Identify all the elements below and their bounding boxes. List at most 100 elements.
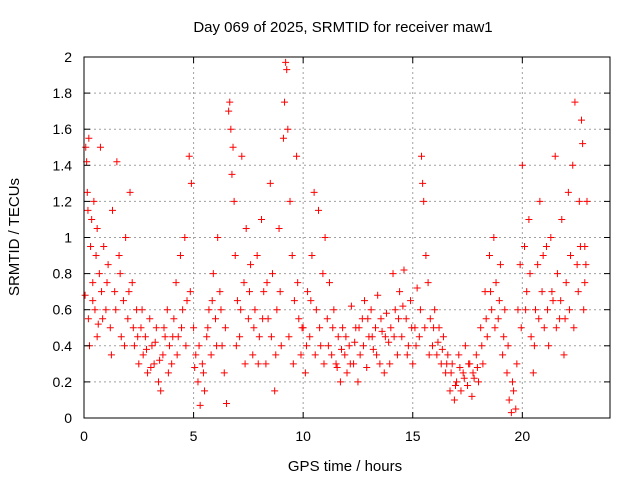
data-point: [373, 351, 381, 359]
data-points: [81, 58, 591, 417]
data-point: [544, 306, 552, 314]
data-point: [369, 345, 377, 353]
data-point: [426, 315, 434, 323]
data-point: [505, 396, 513, 404]
data-point: [325, 279, 333, 287]
data-point: [284, 125, 292, 133]
data-point: [385, 338, 393, 346]
data-point: [192, 351, 200, 359]
data-point: [267, 333, 275, 341]
data-point: [567, 252, 575, 260]
data-point: [547, 234, 555, 241]
data-point: [339, 324, 347, 332]
data-point: [531, 306, 539, 314]
data-point: [170, 315, 178, 323]
data-point: [500, 333, 508, 341]
data-point: [186, 288, 194, 296]
data-point: [92, 252, 100, 260]
data-point: [561, 315, 569, 323]
data-point: [573, 261, 581, 269]
data-point: [483, 333, 491, 341]
data-point: [221, 324, 229, 332]
data-point: [251, 306, 259, 314]
data-point: [130, 342, 138, 350]
y-axis-label: SRMTID / TECUs: [6, 178, 23, 296]
data-point: [164, 369, 172, 377]
data-point: [514, 306, 522, 314]
data-point: [181, 234, 189, 241]
data-point: [465, 360, 473, 368]
data-point: [542, 243, 550, 251]
data-point: [183, 297, 191, 305]
data-point: [457, 387, 465, 395]
y-tick-label: 1: [64, 230, 72, 246]
x-tick-label: 20: [515, 428, 531, 444]
data-point: [262, 360, 270, 368]
data-point: [529, 369, 537, 377]
data-point: [451, 382, 459, 390]
data-point: [507, 409, 515, 417]
data-point: [155, 378, 163, 386]
data-point: [295, 315, 303, 323]
data-point: [142, 345, 150, 353]
data-point: [492, 279, 500, 287]
data-point: [217, 306, 225, 314]
data-point: [487, 288, 495, 296]
data-point: [535, 315, 543, 323]
data-point: [570, 324, 578, 332]
data-point: [413, 284, 421, 292]
data-point: [271, 387, 279, 395]
data-point: [160, 324, 168, 332]
data-point: [504, 342, 512, 350]
data-point: [293, 152, 301, 160]
data-point: [347, 302, 355, 310]
y-tick-label: 0.2: [53, 374, 73, 390]
data-point: [277, 342, 285, 350]
data-point: [393, 351, 401, 359]
data-point: [332, 360, 340, 368]
data-point: [241, 360, 249, 368]
data-point: [90, 197, 98, 205]
data-point: [85, 134, 93, 142]
data-point: [513, 360, 521, 368]
data-point: [503, 369, 511, 377]
y-tick-label: 1.4: [53, 157, 73, 173]
data-point: [425, 351, 433, 359]
data-point: [428, 342, 436, 350]
data-point: [368, 333, 376, 341]
data-point: [227, 125, 235, 133]
data-point: [364, 315, 372, 323]
data-point: [415, 333, 423, 341]
data-point: [93, 333, 101, 341]
y-tick-label: 1.8: [53, 85, 73, 101]
data-point: [244, 315, 252, 323]
data-point: [346, 360, 354, 368]
data-point: [266, 179, 274, 187]
data-point: [320, 360, 328, 368]
data-point: [310, 188, 318, 196]
data-point: [226, 98, 234, 106]
data-point: [84, 315, 92, 323]
data-point: [194, 378, 202, 386]
data-point: [148, 342, 156, 350]
data-point: [161, 333, 169, 341]
data-point: [408, 324, 416, 332]
data-point: [571, 98, 579, 106]
data-point: [151, 338, 159, 346]
data-point: [536, 197, 544, 205]
data-point: [395, 315, 403, 323]
data-point: [580, 306, 588, 314]
data-point: [250, 324, 258, 332]
data-point: [564, 188, 572, 196]
data-point: [356, 351, 364, 359]
data-point: [146, 315, 154, 323]
data-point: [312, 306, 320, 314]
data-point: [583, 197, 591, 205]
data-point: [518, 161, 526, 169]
data-point: [354, 378, 362, 386]
data-point: [558, 215, 566, 223]
data-point: [119, 297, 127, 305]
data-point: [447, 369, 455, 377]
data-point: [382, 309, 390, 317]
data-point: [135, 360, 143, 368]
